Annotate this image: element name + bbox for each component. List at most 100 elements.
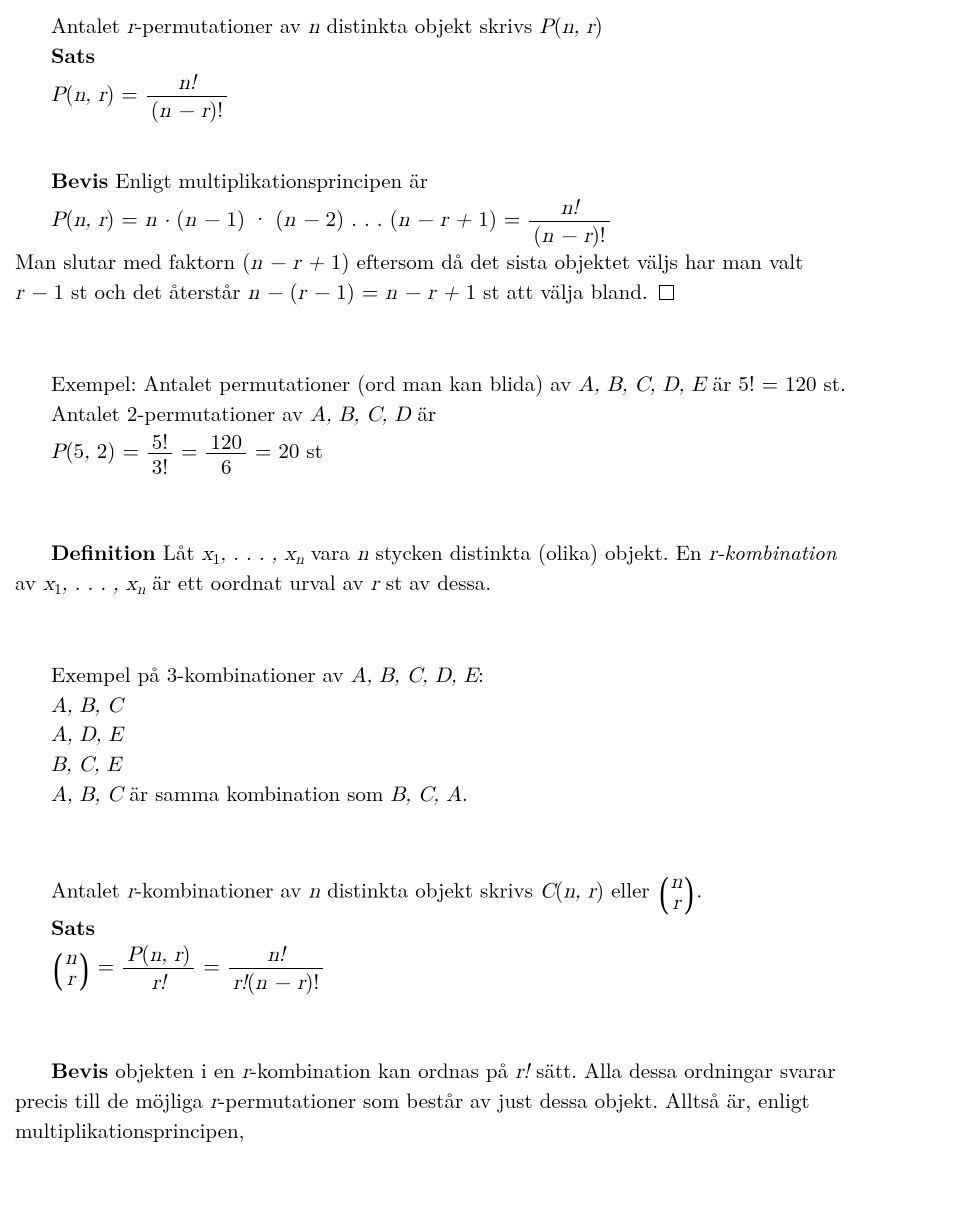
text: -kombination kan ordnas på (250, 1055, 515, 1085)
proof1-sent3: r − 1 st och det återstår n − (r − 1) = … (15, 278, 930, 308)
den: 3! (148, 454, 172, 477)
proof2-line3: multiplikationsprincipen, (15, 1117, 930, 1145)
fn-P: P (539, 17, 553, 38)
p: ( (247, 966, 255, 996)
set: A, B, C, D (310, 405, 410, 426)
p: )! (209, 94, 223, 124)
example2-row3: B, C, E (15, 750, 930, 780)
sub: n (137, 581, 145, 596)
example2-row4: A, B, C är samma kombination som B, C, A… (15, 780, 930, 810)
fn-P: P (51, 85, 65, 106)
fraction: n! r!(n − r)! (227, 942, 325, 995)
dots: , . . . , (220, 544, 284, 565)
text: : (478, 659, 484, 689)
fraction: n! (n − r)! (527, 195, 611, 248)
p: ) = (347, 276, 386, 306)
num: 2) = (97, 435, 146, 465)
text: av (15, 567, 43, 597)
page: Antalet r -permutationer av n distinkta o… (0, 0, 960, 1215)
num: (5 (65, 435, 84, 465)
p: ) (182, 938, 190, 968)
text: Exempel: Antalet permutationer (ord man … (51, 368, 578, 398)
text: = 20 st (255, 435, 323, 465)
den: r! (152, 973, 166, 994)
text: sätt. Alla dessa ordningar svarar (529, 1055, 835, 1085)
eq: = (181, 435, 204, 465)
text: är ett oordnat urval av (145, 567, 370, 597)
factor: n − (283, 210, 325, 231)
text: ) eftersom då det sista objektet väljs h… (341, 246, 803, 276)
args: n, r (73, 210, 106, 231)
text: objekten i en (108, 1055, 242, 1085)
text: -kombinationer av (135, 875, 308, 905)
text: st att välja bland. (476, 276, 655, 306)
args: n, r (150, 945, 183, 966)
num: 1 (226, 203, 237, 233)
comb-formula: (nr) = P(n, r) r! = n! r!(n − r)! (15, 942, 930, 995)
example1-line1: Exempel: Antalet permutationer (ord man … (15, 370, 930, 400)
eq: = (203, 950, 226, 980)
eq: ) = (106, 203, 145, 233)
definition-line1: Definition Låt x1, . . . , xn vara n sty… (15, 539, 930, 569)
fn-P: P (51, 210, 65, 231)
num: 1 (54, 276, 65, 306)
num: n! (561, 198, 579, 219)
paren: ) (596, 875, 604, 905)
definition-heading: Definition (51, 537, 156, 567)
text: st av dessa. (379, 567, 491, 597)
var-r: r (242, 1062, 250, 1083)
fraction: n! (n − r)! (145, 70, 229, 123)
binom-top: n (671, 872, 683, 893)
factor: n − r + (398, 210, 478, 231)
proof2-line1: Bevis objekten i en r-kombination kan or… (15, 1057, 930, 1087)
expr: n − (248, 283, 290, 304)
set: A, B, C, D, E (351, 666, 478, 687)
text: Låt (156, 537, 202, 567)
num: n! (267, 945, 285, 966)
expr: r − (298, 283, 337, 304)
text: Exempel på 3-kombinationer av (51, 659, 351, 689)
example2-row2: A, D, E (15, 720, 930, 750)
var-r: r (127, 882, 135, 903)
binom-bot: r (65, 969, 77, 990)
factor: n − (184, 210, 226, 231)
text: Antalet (51, 875, 127, 905)
var-x: x (202, 544, 213, 565)
text: -permutationer av (135, 10, 308, 40)
fn-P: P (51, 442, 65, 463)
fn-P: P (127, 945, 141, 966)
fraction: 120 6 (204, 430, 248, 477)
text: Man slutar med faktorn ( (15, 246, 250, 276)
var-n: n (308, 882, 320, 903)
perm-formula: P(n, r) = n! (n − r)! (15, 70, 930, 123)
p: ) = (489, 203, 528, 233)
bevis-heading: Bevis (51, 1055, 108, 1085)
proof2-line2: precis till de möjliga r-permutationer s… (15, 1087, 930, 1117)
fraction: 5! 3! (146, 430, 174, 477)
expr: n − r + (385, 283, 465, 304)
var-r: r (709, 544, 717, 565)
d: r! (233, 973, 247, 994)
fraction: P(n, r) r! (121, 942, 196, 995)
var-x: x (126, 574, 137, 595)
text: är 5! = 120 st. (706, 368, 846, 398)
var-x: x (284, 544, 295, 565)
p: ) . . . ( (336, 203, 398, 233)
var-n: n (357, 544, 369, 565)
example2-line1: Exempel på 3-kombinationer av A, B, C, D… (15, 661, 930, 691)
den: n − r (159, 101, 209, 122)
binom-bot: r (671, 893, 683, 914)
sats2-label: Sats (15, 914, 930, 942)
paren: ) (595, 10, 603, 40)
sats-heading: Sats (51, 912, 95, 942)
binom-top: n (65, 948, 77, 969)
text: Antalet (51, 10, 127, 40)
term: -kombination (717, 537, 837, 567)
text: distinkta objekt skrivs (320, 10, 540, 40)
num: 1 (478, 203, 489, 233)
text: är samma kombination som (122, 778, 390, 808)
args: n, r (73, 85, 106, 106)
text: precis till de möjliga (15, 1085, 210, 1115)
expr: r − (15, 283, 54, 304)
example2-row1: A, B, C (15, 691, 930, 721)
